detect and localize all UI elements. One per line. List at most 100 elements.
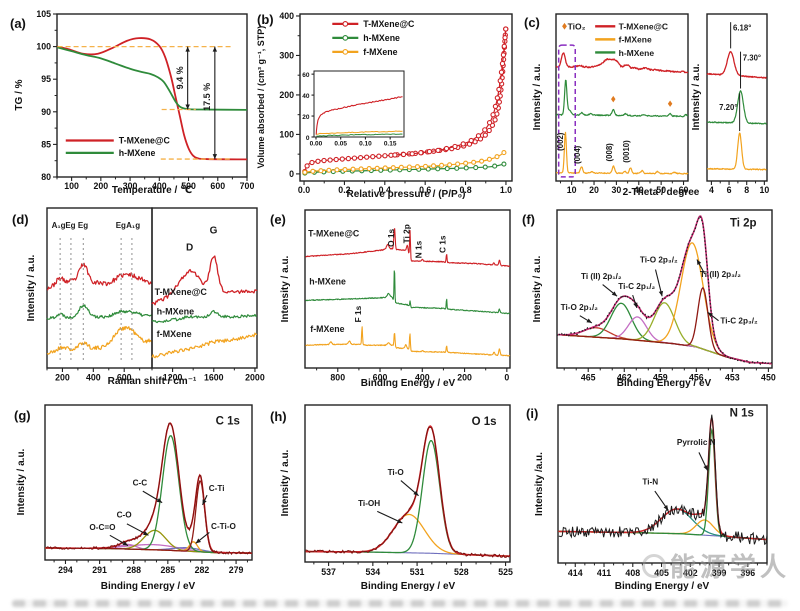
series-h-MXene bbox=[46, 304, 153, 320]
x-tick-label: 402 bbox=[683, 568, 698, 578]
series-f-MXene-low-angle bbox=[706, 132, 767, 171]
fit-component-Ti-C 2p3/2 bbox=[557, 286, 773, 365]
x-tick-label: 0.6 bbox=[419, 185, 431, 195]
plot-frame bbox=[557, 404, 768, 564]
plot-frame bbox=[46, 207, 153, 369]
x-tick-label: 10 bbox=[567, 185, 577, 195]
x-tick-label: 8 bbox=[744, 185, 749, 195]
y-tick-label: 200 bbox=[279, 90, 294, 100]
plot-frame bbox=[555, 13, 689, 182]
x-tick-label: 600 bbox=[210, 181, 225, 191]
plot-frame bbox=[556, 209, 773, 369]
y-tick-label: 60 bbox=[302, 72, 310, 79]
x-tick-label: 0.05 bbox=[334, 141, 347, 148]
x-tick-label: 282 bbox=[195, 565, 210, 575]
legend-label: T-MXene@C bbox=[119, 135, 171, 145]
raw-data bbox=[558, 414, 768, 546]
x-tick-label: 537 bbox=[321, 567, 336, 577]
x-tick-label: 0.0 bbox=[298, 185, 310, 195]
series-h-MXene bbox=[305, 270, 511, 315]
y-axis-title: TG / % bbox=[14, 79, 25, 110]
annotation: 9.4 % bbox=[175, 66, 185, 89]
series-f-MXene bbox=[151, 332, 258, 359]
legend-label: f-MXene bbox=[363, 47, 397, 57]
panel-label: (g) bbox=[14, 408, 31, 423]
series-T-MXene@C bbox=[56, 37, 248, 161]
x-tick-label: 453 bbox=[725, 373, 740, 383]
plot-frame bbox=[151, 207, 258, 369]
fit-component-Ti-O bbox=[305, 439, 511, 557]
raw-data bbox=[556, 214, 773, 366]
series-Ti2p-fit bbox=[556, 214, 773, 366]
annotation: 7.30° bbox=[743, 54, 761, 63]
panel-b: (b)0.0 0.2 0.4 0.6 0.8 1.00100200300400T-MXen… bbox=[256, 11, 513, 200]
x-axis-title: Binding Energy / eV bbox=[361, 378, 456, 389]
x-tick-label: 399 bbox=[712, 568, 727, 578]
series-N1s-fit bbox=[558, 414, 768, 546]
y-tick-label: 80 bbox=[41, 172, 51, 182]
series-O1s-fit bbox=[305, 425, 511, 558]
x-tick-label: 20 bbox=[589, 185, 599, 195]
annotation: (0010) bbox=[622, 140, 631, 163]
y-axis-title: Intensity /a.u. bbox=[534, 452, 545, 516]
x-tick-label: 800 bbox=[330, 373, 345, 383]
annotation: Ti-O 2p₁/₂ bbox=[561, 303, 599, 312]
annotation: f-MXene bbox=[619, 35, 652, 45]
panel-f: (f) 465 462 459 456 453 450 Ti-O 2p₁/₂ Ti (II) 2… bbox=[522, 209, 776, 389]
annotation: h-MXene bbox=[619, 48, 655, 58]
annotation: Ti-OH bbox=[358, 499, 380, 508]
series-T-MXene@C bbox=[46, 262, 153, 291]
x-tick-label: 1600 bbox=[204, 373, 224, 383]
series-f-MXene bbox=[302, 150, 507, 175]
series-C1s-fit bbox=[45, 422, 253, 555]
annotation: C-Ti-O bbox=[211, 522, 236, 531]
tio2-diamond-icon bbox=[667, 100, 673, 107]
y-tick-label: 0 bbox=[306, 135, 310, 142]
annotation: N 1s bbox=[730, 408, 754, 420]
annotation: D bbox=[186, 242, 193, 253]
annotation: O 1s bbox=[472, 416, 497, 428]
x-tick-label: 0.8 bbox=[459, 185, 471, 195]
x-tick-label: 288 bbox=[126, 565, 141, 575]
x-tick-label: 291 bbox=[92, 565, 107, 575]
x-axis-title: 2-Theta / degree bbox=[623, 187, 700, 198]
x-tick-label: 1200 bbox=[163, 373, 183, 383]
panel-label: (a) bbox=[10, 16, 26, 31]
annotation: Ti 2p bbox=[401, 224, 411, 243]
annotation: C 1s bbox=[216, 416, 240, 428]
panel-e: (e) 800 600 400 200 0 O 1s Ti 2pN 1s C 1s F 1s T-M… bbox=[270, 209, 511, 389]
y-axis-title: Intensity / a.u. bbox=[26, 254, 37, 321]
legend-label: T-MXene@C bbox=[363, 19, 415, 29]
fit-envelope bbox=[558, 417, 768, 541]
annotation: C-O bbox=[117, 511, 133, 520]
x-tick-label: 528 bbox=[454, 567, 469, 577]
annotation: C-C bbox=[133, 478, 148, 487]
annotation: A₁g bbox=[126, 221, 140, 230]
series-T-MXene@C-desorption bbox=[392, 26, 509, 158]
x-tick-label: 400 bbox=[152, 181, 167, 191]
fit-envelope bbox=[557, 215, 773, 365]
raw-data bbox=[45, 422, 253, 555]
plot-frame bbox=[313, 70, 405, 138]
x-tick-label: 456 bbox=[689, 373, 704, 383]
annotation: 6.18° bbox=[733, 23, 751, 32]
y-tick-label: 100 bbox=[36, 42, 51, 52]
annotation: h-MXene bbox=[157, 306, 195, 316]
y-axis-title: Intensity / a.u. bbox=[532, 255, 543, 322]
annotation: O 1s bbox=[386, 228, 396, 246]
annotation: Ti (II) 2p₃/₂ bbox=[700, 270, 741, 279]
annotation: T-MXene@C bbox=[155, 287, 208, 297]
y-axis-title: Volume absorbed / (cm³ g⁻¹, STP) bbox=[256, 26, 266, 169]
x-tick-label: 200 bbox=[94, 181, 109, 191]
annotation: Ti-N bbox=[642, 478, 658, 487]
x-tick-label: 411 bbox=[597, 568, 611, 578]
series-inset-f-MXene bbox=[316, 130, 403, 135]
series-T-MXene@C bbox=[305, 228, 511, 268]
series-T-MXene@C bbox=[555, 52, 689, 74]
x-axis-title: Raman shift / cm⁻¹ bbox=[108, 376, 197, 387]
x-tick-label: 300 bbox=[123, 181, 138, 191]
y-axis-title: Intensity / a.u. bbox=[280, 255, 291, 322]
fit-component-Pyrrolic N bbox=[558, 427, 768, 541]
